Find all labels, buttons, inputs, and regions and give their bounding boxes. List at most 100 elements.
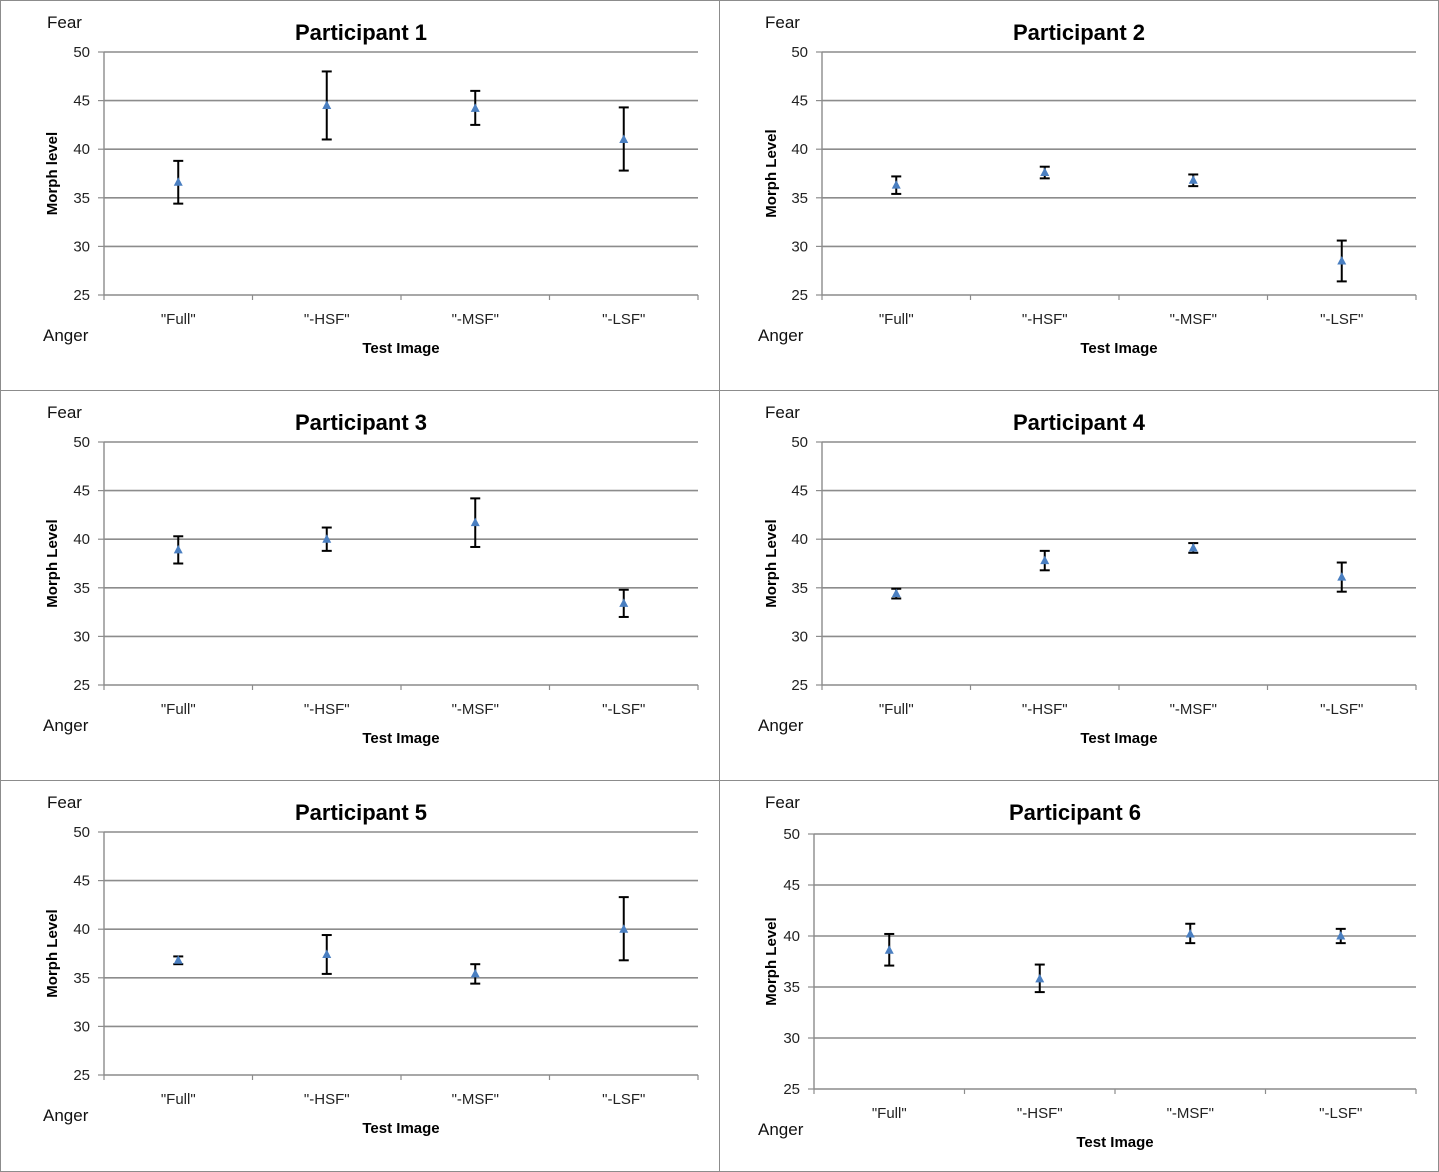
y-tick-label: 25 <box>73 677 90 694</box>
y-tick-label: 40 <box>791 531 808 548</box>
y-tick-label: 35 <box>73 580 90 597</box>
x-category-label: "Full" <box>879 701 914 718</box>
x-category-label: "Full" <box>161 1091 196 1108</box>
data-point <box>1185 928 1195 938</box>
chart-title: Participant 1 <box>295 20 427 45</box>
x-category-label: "-MSF" <box>1170 701 1217 718</box>
x-category-label: "-HSF" <box>304 311 350 328</box>
x-category-label: "-HSF" <box>1022 311 1068 328</box>
data-point <box>322 534 332 543</box>
participant-3-panel: 25 30 35 40 45 50 "Full" "-HSF" "-MSF" "-LSF" Part… <box>0 390 720 781</box>
x-axis-title: Test Image <box>362 1120 439 1137</box>
x-category-label: "-MSF" <box>452 701 499 718</box>
y-tick-label: 45 <box>73 873 90 890</box>
x-category-label: "-LSF" <box>1319 1105 1362 1122</box>
y-tick-label: 25 <box>73 1067 90 1084</box>
y-tick-label: 35 <box>783 979 800 996</box>
anger-label: Anger <box>758 326 804 345</box>
x-axis-title: Test Image <box>1080 340 1157 357</box>
y-tick-label: 25 <box>791 677 808 694</box>
fear-label: Fear <box>47 403 82 422</box>
participant-1-panel: 25 30 35 40 45 50 "Full" "-HSF" "-MSF" "-LSF" Part… <box>0 0 720 391</box>
x-category-label: "-LSF" <box>1320 311 1363 328</box>
y-axis-title: Morph Level <box>44 519 61 607</box>
y-tick-label: 45 <box>791 93 808 110</box>
fear-label: Fear <box>765 403 800 422</box>
chart-title: Participant 5 <box>295 800 427 825</box>
x-axis-title: Test Image <box>1076 1134 1153 1151</box>
participant-4-panel: 25 30 35 40 45 50 "Full" "-HSF" "-MSF" "-LSF" Part… <box>719 390 1439 781</box>
y-tick-label: 45 <box>783 877 800 894</box>
fear-label: Fear <box>765 13 800 32</box>
y-tick-label: 50 <box>73 44 90 61</box>
data-point <box>1336 931 1346 940</box>
participant-1-chart-svg: 25 30 35 40 45 50 "Full" "-HSF" "-MSF" "-LSF" Part… <box>43 13 699 357</box>
participant-2-panel: 25 30 35 40 45 50 "Full" "-HSF" "-MSF" "-LSF" Part… <box>719 0 1439 391</box>
x-axis-title: Test Image <box>362 340 439 357</box>
y-axis-title: Morph Level <box>763 519 780 607</box>
data-point <box>470 968 480 978</box>
data-point <box>173 177 183 186</box>
y-tick-label: 30 <box>791 238 808 255</box>
participant-5-panel: 25 30 35 40 45 50 "Full" "-HSF" "-MSF" "-LSF" Part… <box>0 780 720 1172</box>
y-tick-label: 25 <box>791 287 808 304</box>
participant-2-chart-svg: 25 30 35 40 45 50 "Full" "-HSF" "-MSF" "-LSF" Part… <box>758 13 1417 357</box>
y-axis-title: Morph Level <box>763 129 780 217</box>
anger-label: Anger <box>758 1120 804 1139</box>
y-tick-label: 35 <box>791 190 808 207</box>
y-axis-title: Morph Level <box>763 917 780 1005</box>
y-tick-label: 30 <box>73 628 90 645</box>
data-point <box>1337 572 1347 581</box>
x-category-label: "-MSF" <box>452 1091 499 1108</box>
data-point <box>891 588 901 598</box>
data-point <box>1188 542 1198 552</box>
anger-label: Anger <box>43 326 89 345</box>
y-axis-title: Morph level <box>44 132 61 215</box>
y-tick-label: 50 <box>783 826 800 843</box>
x-category-label: "Full" <box>161 311 196 328</box>
chart-title: Participant 4 <box>1013 410 1146 435</box>
y-tick-label: 35 <box>791 580 808 597</box>
data-point <box>1337 255 1347 265</box>
y-tick-label: 25 <box>73 287 90 304</box>
x-category-label: "-LSF" <box>602 1091 645 1108</box>
participant-3-chart-svg: 25 30 35 40 45 50 "Full" "-HSF" "-MSF" "-LSF" Part… <box>43 403 699 747</box>
y-tick-label: 30 <box>783 1030 800 1047</box>
participant-6-chart-svg: 25 30 35 40 45 50 "Full" "-HSF" "-MSF" "-LSF" Part… <box>758 793 1417 1151</box>
y-tick-label: 30 <box>73 238 90 255</box>
y-tick-label: 35 <box>73 190 90 207</box>
data-point <box>619 134 629 143</box>
x-category-label: "-HSF" <box>304 1091 350 1108</box>
data-point <box>619 924 629 933</box>
x-category-label: "-HSF" <box>304 701 350 718</box>
y-tick-label: 45 <box>73 483 90 500</box>
x-axis-title: Test Image <box>1080 730 1157 747</box>
data-point <box>470 517 480 527</box>
data-point <box>891 180 901 189</box>
y-tick-label: 50 <box>791 44 808 61</box>
y-tick-label: 50 <box>73 824 90 841</box>
y-tick-label: 40 <box>73 531 90 548</box>
data-point <box>1188 175 1198 184</box>
x-axis-title: Test Image <box>362 730 439 747</box>
x-category-label: "-HSF" <box>1022 701 1068 718</box>
x-category-label: "-LSF" <box>602 311 645 328</box>
data-point <box>322 949 332 958</box>
y-axis-title: Morph Level <box>44 909 61 997</box>
fear-label: Fear <box>47 793 82 812</box>
y-tick-label: 40 <box>791 141 808 158</box>
y-tick-label: 45 <box>73 93 90 110</box>
data-point <box>1040 167 1050 177</box>
x-category-label: "-HSF" <box>1017 1105 1063 1122</box>
y-tick-label: 30 <box>73 1018 90 1035</box>
chart-title: Participant 3 <box>295 410 427 435</box>
y-tick-label: 30 <box>791 628 808 645</box>
participant-6-panel: 25 30 35 40 45 50 "Full" "-HSF" "-MSF" "-LSF" Part… <box>719 780 1439 1172</box>
y-tick-label: 40 <box>783 928 800 945</box>
x-category-label: "Full" <box>879 311 914 328</box>
x-category-label: "-MSF" <box>1170 311 1217 328</box>
data-point <box>173 955 183 964</box>
fear-label: Fear <box>47 13 82 32</box>
data-point <box>322 100 332 109</box>
